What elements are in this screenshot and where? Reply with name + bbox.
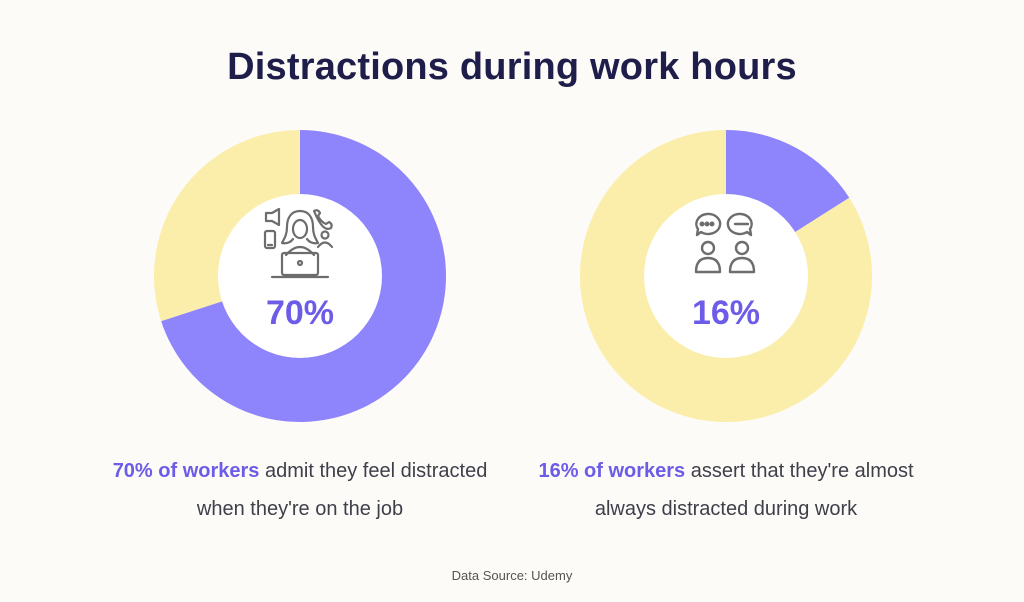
distracted-worker-icon: [263, 207, 334, 279]
chart-title: Distractions during work hours: [227, 46, 797, 88]
caption-left: 70% of workers admit they feel distracte…: [90, 452, 510, 528]
center-label-left: 70%: [265, 294, 335, 332]
data-source: Data Source: Udemy: [451, 568, 573, 583]
center-label-right: 16%: [691, 294, 761, 332]
caption-right-text: assert that they're almost always distra…: [594, 460, 914, 520]
caption-right-highlight: 16% of workers: [538, 460, 686, 482]
caption-left-highlight: 70% of workers: [112, 460, 260, 482]
donut-chart-right: [580, 130, 872, 422]
caption-right: 16% of workers assert that they're almos…: [516, 452, 936, 528]
caption-left-text: admit they feel distracted when they're …: [196, 460, 488, 520]
chatting-people-icon: [694, 212, 756, 274]
donut-hole-right: [644, 194, 808, 358]
